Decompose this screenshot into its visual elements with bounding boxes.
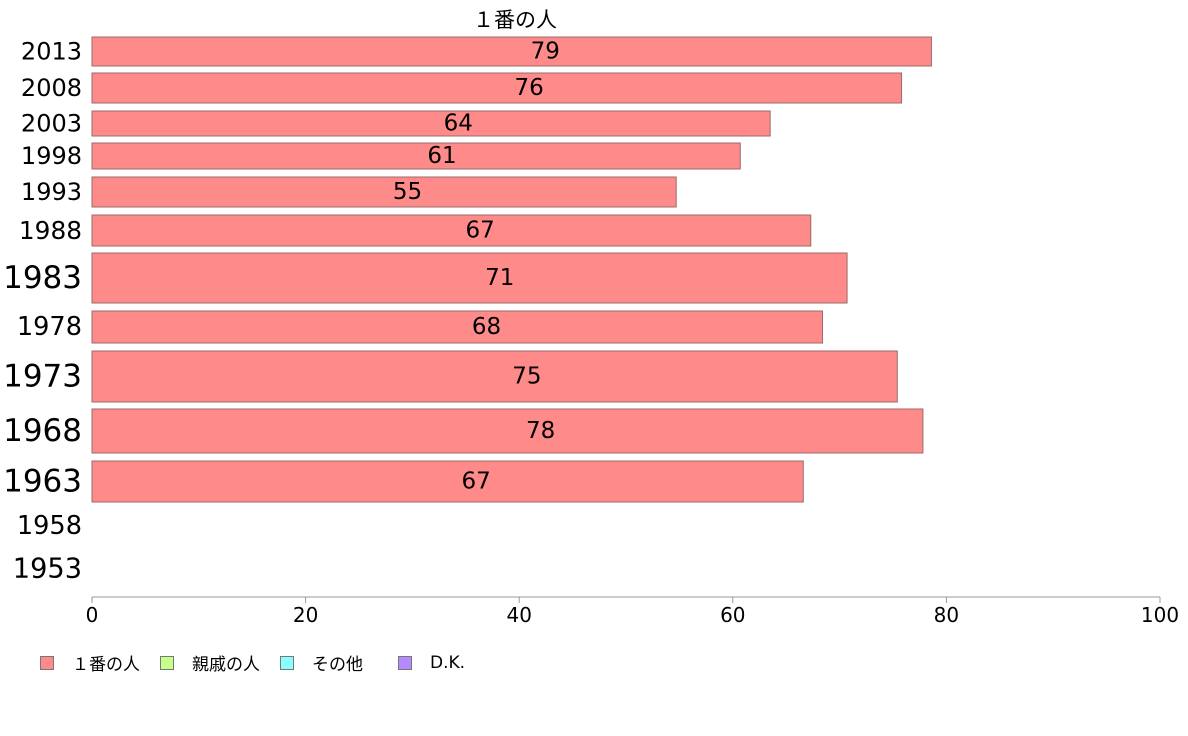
legend-swatch-1 [40, 655, 54, 670]
bar [91, 460, 804, 503]
bar [91, 110, 771, 137]
data-label: 68 [472, 314, 501, 340]
category-label: 1988 [19, 216, 82, 245]
x-tick-label: 60 [720, 603, 745, 627]
legend-item-4: D.K. [398, 653, 465, 673]
legend-label-1: １番の人 [72, 655, 140, 675]
data-label: 55 [393, 179, 422, 205]
bar [91, 142, 741, 170]
legend-label-2: 親戚の人 [192, 655, 260, 675]
data-label: 71 [485, 265, 514, 291]
category-label: 1978 [17, 312, 82, 342]
category-label: 1968 [3, 413, 82, 449]
bar [91, 72, 903, 104]
bar [91, 310, 824, 344]
bar [91, 176, 677, 208]
x-tick-label: 100 [1141, 603, 1179, 627]
category-label: 1963 [3, 464, 82, 500]
x-tick-label: 0 [86, 603, 99, 627]
category-label: 1958 [17, 511, 82, 541]
data-label: 78 [526, 418, 555, 444]
bar [91, 36, 932, 67]
data-label: 61 [427, 143, 456, 169]
legend-item-2: 親戚の人 [160, 650, 280, 675]
category-label: 2003 [21, 110, 82, 138]
category-label: 1953 [13, 554, 82, 585]
legend-label-3: その他 [312, 655, 363, 675]
data-label: 76 [515, 75, 544, 101]
bar [91, 408, 924, 454]
x-tick-label: 20 [293, 603, 318, 627]
data-label: 64 [444, 111, 473, 137]
legend-swatch-3 [280, 655, 294, 670]
legend-label-4: D.K. [430, 652, 466, 673]
category-label: 2013 [21, 38, 82, 66]
category-label: 1993 [21, 178, 82, 206]
legend-item-1: １番の人 [40, 650, 160, 675]
data-label: 75 [512, 364, 541, 390]
category-label: 1983 [3, 260, 82, 296]
x-tick-label: 80 [934, 603, 959, 627]
category-label: 2008 [21, 74, 82, 102]
bar [91, 214, 812, 247]
data-label: 67 [465, 218, 494, 244]
legend-item-3: その他 [280, 650, 398, 675]
legend: １番の人 親戚の人 その他 D.K. [40, 650, 465, 675]
category-label: 1973 [3, 359, 82, 395]
chart-title: １番の人 [473, 8, 557, 32]
legend-swatch-4 [398, 655, 412, 670]
data-label: 67 [461, 469, 490, 495]
x-tick-label: 40 [506, 603, 531, 627]
category-label: 1998 [21, 142, 82, 170]
bar [91, 252, 848, 304]
data-label: 79 [531, 39, 560, 65]
legend-swatch-2 [160, 655, 174, 670]
bar [91, 350, 898, 403]
